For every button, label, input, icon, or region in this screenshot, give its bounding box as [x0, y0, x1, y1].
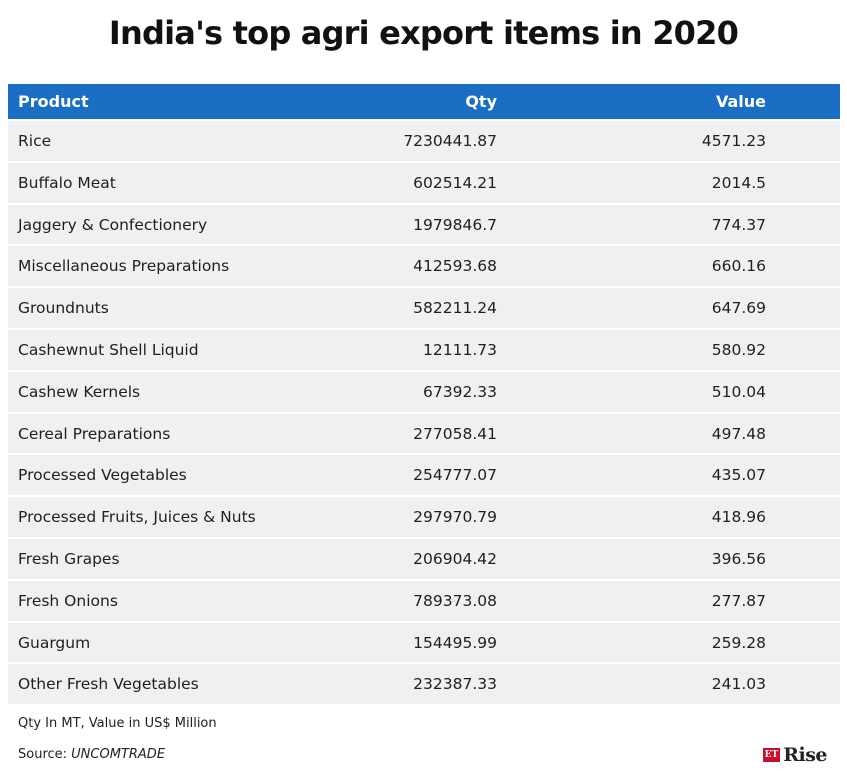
cell-value: 259.28: [712, 634, 766, 652]
table-row: Fresh Grapes 206904.42 396.56: [8, 539, 840, 579]
cell-qty: 1979846.7: [413, 216, 497, 234]
cell-value: 660.16: [712, 257, 766, 275]
cell-product: Guargum: [18, 634, 90, 652]
table-row: Cashew Kernels 67392.33 510.04: [8, 372, 840, 412]
cell-product: Processed Vegetables: [18, 466, 187, 484]
cell-product: Miscellaneous Preparations: [18, 257, 229, 275]
table-row: Groundnuts 582211.24 647.69: [8, 288, 840, 328]
cell-qty: 297970.79: [413, 508, 497, 526]
source-line: Source: UNCOMTRADE: [18, 747, 165, 762]
logo-badge: ET: [763, 748, 781, 762]
table-row: Cereal Preparations 277058.41 497.48: [8, 414, 840, 454]
et-rise-logo: ET Rise: [763, 744, 827, 766]
export-table: Product Qty Value Rice 7230441.87 4571.23 B…: [8, 84, 840, 706]
table-row: Cashewnut Shell Liquid 12111.73 580.92: [8, 330, 840, 370]
cell-qty: 789373.08: [413, 592, 497, 610]
cell-product: Buffalo Meat: [18, 174, 116, 192]
cell-value: 435.07: [712, 466, 766, 484]
table-row: Other Fresh Vegetables 232387.33 241.03: [8, 664, 840, 704]
cell-qty: 254777.07: [413, 466, 497, 484]
cell-product: Fresh Grapes: [18, 550, 120, 568]
cell-qty: 7230441.87: [403, 132, 497, 150]
cell-value: 277.87: [712, 592, 766, 610]
table-row: Guargum 154495.99 259.28: [8, 623, 840, 663]
cell-qty: 154495.99: [413, 634, 497, 652]
cell-qty: 602514.21: [413, 174, 497, 192]
cell-qty: 206904.42: [413, 550, 497, 568]
cell-value: 647.69: [712, 299, 766, 317]
source-name: UNCOMTRADE: [71, 747, 165, 762]
cell-product: Groundnuts: [18, 299, 109, 317]
cell-product: Processed Fruits, Juices & Nuts: [18, 508, 256, 526]
cell-value: 418.96: [712, 508, 766, 526]
table-row: Buffalo Meat 602514.21 2014.5: [8, 163, 840, 203]
table-row: Rice 7230441.87 4571.23: [8, 121, 840, 161]
cell-qty: 232387.33: [413, 675, 497, 693]
table-row: Processed Fruits, Juices & Nuts 297970.79…: [8, 497, 840, 537]
cell-value: 510.04: [712, 383, 766, 401]
table-header: Product Qty Value: [8, 84, 840, 119]
cell-product: Rice: [18, 132, 51, 150]
cell-qty: 582211.24: [413, 299, 497, 317]
cell-qty: 12111.73: [423, 341, 497, 359]
page-title: India's top agri export items in 2020: [0, 14, 847, 52]
table-row: Processed Vegetables 254777.07 435.07: [8, 455, 840, 495]
cell-value: 241.03: [712, 675, 766, 693]
table-row: Jaggery & Confectionery 1979846.7 774.37: [8, 205, 840, 245]
cell-product: Fresh Onions: [18, 592, 118, 610]
header-value: Value: [716, 92, 766, 111]
cell-value: 774.37: [712, 216, 766, 234]
table-body: Rice 7230441.87 4571.23 Buffalo Meat 602514.…: [8, 121, 840, 704]
cell-value: 2014.5: [712, 174, 766, 192]
cell-value: 580.92: [712, 341, 766, 359]
cell-product: Jaggery & Confectionery: [18, 216, 207, 234]
header-product: Product: [18, 92, 89, 111]
logo-text: Rise: [783, 744, 827, 766]
cell-product: Cashew Kernels: [18, 383, 140, 401]
cell-qty: 67392.33: [423, 383, 497, 401]
cell-product: Cereal Preparations: [18, 425, 170, 443]
cell-value: 4571.23: [702, 132, 766, 150]
table-row: Miscellaneous Preparations 412593.68 660.1…: [8, 246, 840, 286]
cell-qty: 277058.41: [413, 425, 497, 443]
cell-qty: 412593.68: [413, 257, 497, 275]
cell-product: Cashewnut Shell Liquid: [18, 341, 199, 359]
source-label: Source:: [18, 747, 71, 762]
header-qty: Qty: [465, 92, 497, 111]
cell-value: 396.56: [712, 550, 766, 568]
units-note: Qty In MT, Value in US$ Million: [18, 716, 217, 731]
table-row: Fresh Onions 789373.08 277.87: [8, 581, 840, 621]
cell-product: Other Fresh Vegetables: [18, 675, 199, 693]
cell-value: 497.48: [712, 425, 766, 443]
